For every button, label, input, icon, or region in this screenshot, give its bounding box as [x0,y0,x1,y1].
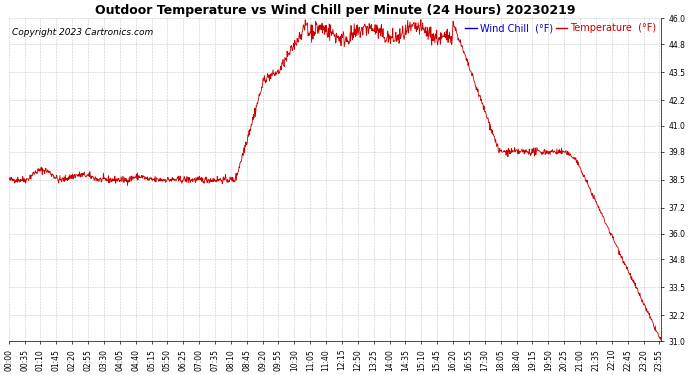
Text: Copyright 2023 Cartronics.com: Copyright 2023 Cartronics.com [12,28,153,37]
Title: Outdoor Temperature vs Wind Chill per Minute (24 Hours) 20230219: Outdoor Temperature vs Wind Chill per Mi… [95,4,575,17]
Legend: Wind Chill  (°F), Temperature  (°F): Wind Chill (°F), Temperature (°F) [465,23,656,33]
